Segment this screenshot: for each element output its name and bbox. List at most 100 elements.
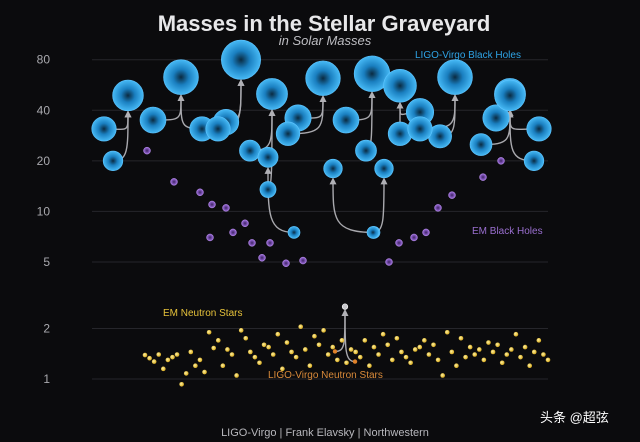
em-neutron-star: [302, 347, 308, 352]
em-neutron-star: [541, 352, 546, 357]
em-neutron-star: [289, 349, 294, 355]
em-black-hole: [196, 188, 204, 197]
em-neutron-star: [193, 363, 198, 369]
y-tick-label: 20: [37, 154, 51, 168]
em-neutron-star: [243, 335, 249, 341]
em-neutron-star: [477, 347, 482, 352]
em-neutron-star: [312, 333, 317, 339]
em-neutron-star: [165, 357, 171, 363]
em-neutron-star: [211, 345, 216, 351]
em-neutron-star: [225, 347, 230, 352]
watermark: 头条 @超弦: [540, 410, 609, 425]
grid-lines: [92, 59, 548, 380]
ligo-bh-remnant: [494, 79, 526, 112]
em-neutron-star: [275, 331, 281, 337]
em-neutron-star: [513, 331, 519, 337]
em-black-hole: [410, 233, 418, 242]
ligo-bh-component: [239, 139, 261, 162]
ligo-bh-component: [139, 106, 167, 134]
merger-arrow: [264, 166, 295, 234]
em-neutron-star: [495, 342, 500, 348]
ligo-bh-remnant: [163, 59, 199, 95]
em-neutron-star: [229, 352, 235, 357]
em-black-hole: [241, 219, 249, 228]
ligo-bh-component: [469, 133, 493, 156]
ligo-bh-component: [91, 116, 117, 142]
ligo-bh-remnant: [305, 60, 341, 96]
em-neutron-star: [206, 329, 212, 335]
em-neutron-star: [481, 357, 487, 363]
y-tick-label: 40: [37, 103, 51, 117]
merger-arrow: [341, 309, 356, 363]
em-neutron-star: [248, 349, 253, 355]
em-neutron-star: [454, 363, 459, 369]
chart-title: Masses in the Stellar Graveyard: [158, 11, 491, 36]
em-neutron-star: [161, 366, 166, 372]
merger-arrows: [103, 78, 540, 363]
em-neutron-star: [426, 352, 432, 357]
em-neutron-star: [321, 328, 326, 333]
em-neutron-star: [156, 352, 162, 357]
em-neutron-star: [179, 381, 184, 387]
em-neutron-star: [234, 373, 239, 378]
ligo-bh-component: [332, 106, 360, 134]
merger-arrow: [334, 309, 349, 353]
em-neutron-star: [435, 357, 441, 363]
em-neutron-star: [339, 338, 345, 343]
em-neutron-star: [522, 344, 528, 350]
y-tick-label: 10: [37, 204, 51, 218]
ligo-bh-remnant: [112, 79, 144, 112]
em-neutron-star: [536, 338, 542, 343]
ligo-bh-component: [205, 116, 231, 142]
em-neutron-star: [499, 360, 505, 366]
em-neutron-star: [197, 357, 203, 363]
ligo-bh-component: [482, 104, 510, 132]
em-neutron-star: [266, 344, 271, 350]
em-neutron-star: [353, 349, 358, 355]
y-tick-label: 1: [43, 372, 50, 386]
ligo-neutron-star-remnant: [341, 303, 349, 310]
em-neutron-star: [367, 363, 372, 369]
em-neutron-star: [220, 363, 226, 369]
ligo-bh-component: [523, 150, 545, 171]
ligo-bh-component: [366, 226, 380, 239]
em-neutron-star: [280, 366, 285, 372]
ligo-neutron-star: [332, 349, 338, 354]
em-neutron-star: [376, 352, 381, 357]
em-neutron-star: [467, 344, 473, 350]
ligo-bh-component: [526, 116, 552, 142]
em-black-hole: [222, 204, 230, 212]
em-neutron-star: [293, 354, 299, 360]
label-em-neutron-stars: EM Neutron Stars: [163, 308, 242, 319]
em-neutron-star: [257, 360, 262, 366]
em-neutron-star: [335, 357, 340, 363]
em-neutron-star: [518, 354, 523, 360]
data-points: [91, 39, 552, 387]
em-neutron-star: [403, 354, 409, 360]
em-neutron-star: [385, 342, 391, 348]
em-black-hole: [248, 239, 256, 247]
y-tick-label: 80: [37, 53, 51, 67]
em-neutron-star: [357, 354, 363, 360]
ligo-bh-component: [287, 226, 301, 239]
em-black-hole: [229, 228, 237, 237]
merger-arrow: [372, 177, 388, 234]
y-tick-label: 5: [43, 255, 50, 269]
em-neutron-star: [472, 352, 478, 357]
em-black-hole: [395, 239, 403, 247]
em-neutron-star: [399, 349, 404, 355]
em-neutron-star: [325, 352, 331, 357]
ligo-bh-remnant: [323, 158, 343, 179]
em-neutron-star: [463, 354, 468, 360]
chart-subtitle: in Solar Masses: [279, 33, 372, 48]
em-neutron-star: [188, 349, 194, 355]
em-neutron-star: [458, 335, 464, 341]
em-neutron-star: [486, 340, 491, 345]
em-black-hole: [497, 157, 505, 165]
em-neutron-star: [380, 331, 386, 337]
em-neutron-star: [422, 338, 427, 343]
em-neutron-star: [142, 352, 148, 358]
em-neutron-star: [545, 357, 551, 363]
y-tick-label: 2: [43, 322, 50, 336]
